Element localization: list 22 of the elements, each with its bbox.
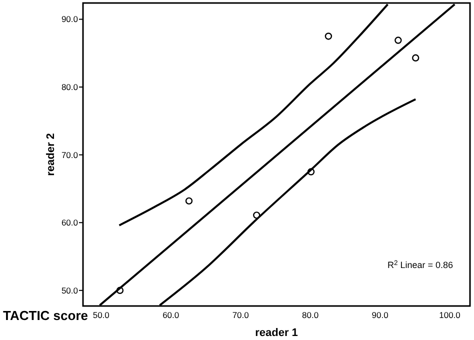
y-tick-label: 70.0 [61,150,78,160]
x-tick-label: 90.0 [372,310,389,320]
point [307,168,315,176]
point [253,212,260,219]
x-tick-label: 60.0 [162,310,180,320]
y-axis-title: reader 2 [45,133,57,176]
x-tick-label: 70.0 [232,310,250,320]
point [412,54,420,62]
point [116,286,124,294]
y-tick-label: 80.0 [61,82,78,92]
point [324,32,332,40]
point [394,36,402,44]
y-tick-label: 90.0 [61,14,78,24]
annotation: R$^{2}$ Linear = 0.86 [387,260,453,270]
y-tick-label: 50.0 [61,285,78,296]
x-tick-label: 80.0 [302,310,319,320]
x-tick-label: 50.0 [92,310,110,320]
point [185,197,193,205]
text: TACTIC score [3,308,88,323]
x-tick-label: 100.0 [439,310,461,320]
x-axis-title: reader 1 [255,327,298,339]
y-tick-label: 60.0 [61,218,78,228]
